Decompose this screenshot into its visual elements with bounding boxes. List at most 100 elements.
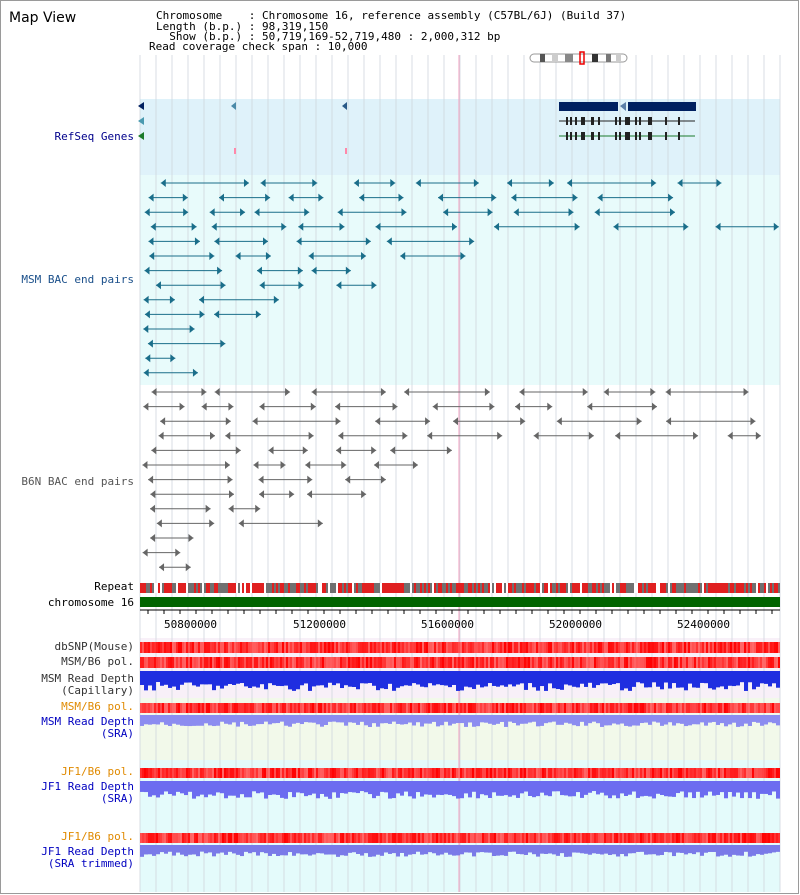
repeat-segment xyxy=(558,583,560,593)
msm-depth-sra-bar xyxy=(632,715,636,726)
jf1-b6-pol-cell xyxy=(184,768,186,778)
jf1-b6-pol-trim-label[interactable]: JF1/B6 pol. xyxy=(61,830,134,843)
dbsnp-label[interactable]: dbSNP(Mouse) xyxy=(54,640,134,653)
msm-b6-pol-sra-cell xyxy=(644,703,646,713)
jf1-depth-trim-bar xyxy=(580,845,584,854)
repeat-segment xyxy=(720,583,722,593)
msm-bac-end xyxy=(400,252,406,260)
msm-b6-pol-cell xyxy=(774,657,776,668)
msm-depth-capillary-label[interactable]: MSM Read Depth (Capillary) xyxy=(0,673,134,697)
b6n-bac-end xyxy=(188,534,194,542)
jf1-depth-trim-label[interactable]: JF1 Read Depth (SRA trimmed) xyxy=(0,846,134,870)
jf1-depth-trim-bar xyxy=(540,845,544,854)
msm-b6-pol-cell xyxy=(402,657,404,668)
jf1-depth-sra-bar xyxy=(264,781,268,799)
msm-bac-track-label[interactable]: MSM BAC end pairs xyxy=(21,273,134,286)
msm-b6-pol-sra-cell xyxy=(514,703,516,713)
refseq-exon xyxy=(650,132,652,140)
dbsnp-cell xyxy=(766,642,768,653)
b6n-bac-end xyxy=(427,431,433,440)
refseq-track-label[interactable]: RefSeq Genes xyxy=(54,130,134,143)
dbsnp-cell xyxy=(682,642,684,653)
jf1-b6-pol-cell xyxy=(338,768,340,778)
dbsnp-cell xyxy=(238,642,240,653)
dbsnp-cell xyxy=(576,642,578,653)
msm-b6-pol-cell xyxy=(522,657,524,668)
msm-b6-pol-label[interactable]: MSM/B6 pol. xyxy=(61,655,134,668)
msm-depth-sra-bar xyxy=(360,715,364,722)
jf1-b6-pol-trim-cell xyxy=(370,833,372,843)
jf1-b6-pol-cell xyxy=(536,768,538,778)
dbsnp-cell xyxy=(152,642,154,653)
msm-b6-pol-sra-cell xyxy=(366,703,368,713)
msm-b6-pol-cell xyxy=(560,657,562,668)
jf1-depth-sra-label[interactable]: JF1 Read Depth (SRA) xyxy=(0,781,134,805)
msm-depth-sra-bar xyxy=(292,715,296,724)
jf1-b6-pol-trim-cell xyxy=(168,833,170,843)
dbsnp-cell xyxy=(374,642,376,653)
msm-b6-pol-cell xyxy=(654,657,656,668)
msm-b6-pol-sra-cell xyxy=(360,703,362,713)
msm-b6-pol-cell xyxy=(142,657,144,668)
jf1-b6-pol-label[interactable]: JF1/B6 pol. xyxy=(61,765,134,778)
jf1-depth-trim-bar xyxy=(408,845,412,855)
repeat-segment xyxy=(254,583,256,593)
msm-depth-sra-bar xyxy=(376,715,380,727)
jf1-depth-sra-bar xyxy=(388,781,392,799)
msm-depth-sra-bar xyxy=(312,715,316,723)
repeat-segment xyxy=(260,583,262,593)
jf1-depth-sra-bar xyxy=(192,781,196,799)
dbsnp-cell xyxy=(156,642,158,653)
msm-depth-capillary-bar xyxy=(296,671,300,690)
jf1-b6-pol-cell xyxy=(400,768,402,778)
jf1-depth-sra-line1: JF1 Read Depth xyxy=(41,780,134,793)
msm-b6-pol-cell xyxy=(754,657,756,668)
jf1-b6-pol-trim-cell xyxy=(258,833,260,843)
msm-b6-pol-sra-cell xyxy=(714,703,716,713)
repeat-segment xyxy=(576,583,578,593)
dbsnp-cell xyxy=(172,642,174,653)
jf1-b6-pol-trim-cell xyxy=(774,833,776,843)
msm-b6-pol-cell xyxy=(426,657,428,668)
msm-b6-pol-sra-cell xyxy=(678,703,680,713)
msm-b6-pol-sra-cell xyxy=(752,703,754,713)
jf1-b6-pol-trim-cell xyxy=(158,833,160,843)
msm-b6-pol-sra-cell xyxy=(322,703,324,713)
msm-b6-pol-cell xyxy=(516,657,518,668)
msm-b6-pol-sra-label[interactable]: MSM/B6 pol. xyxy=(61,700,134,713)
msm-bac-end xyxy=(192,368,198,377)
msm-depth-sra-label[interactable]: MSM Read Depth (SRA) xyxy=(0,716,134,740)
jf1-b6-pol-trim-cell xyxy=(176,833,178,843)
jf1-b6-pol-trim-cell xyxy=(412,833,414,843)
jf1-b6-pol-trim-cell xyxy=(674,833,676,843)
msm-b6-pol-cell xyxy=(150,657,152,668)
msm-b6-pol-cell xyxy=(598,657,600,668)
refseq-gene-block xyxy=(628,102,696,111)
msm-b6-pol-cell xyxy=(532,657,534,668)
msm-b6-pol-cell xyxy=(636,657,638,668)
dbsnp-cell xyxy=(486,642,488,653)
dbsnp-cell xyxy=(606,642,608,653)
dbsnp-cell xyxy=(614,642,616,653)
repeat-segment xyxy=(246,583,248,593)
repeat-segment xyxy=(348,583,350,593)
jf1-b6-pol-trim-cell xyxy=(746,833,748,843)
msm-depth-capillary-bar xyxy=(284,671,288,686)
msm-b6-pol-sra-cell xyxy=(486,703,488,713)
msm-b6-pol-cell xyxy=(448,657,450,668)
msm-b6-pol-sra-cell xyxy=(604,703,606,713)
dbsnp-cell xyxy=(434,642,436,653)
dbsnp-cell xyxy=(352,642,354,653)
msm-depth-sra-bar xyxy=(140,715,144,726)
jf1-depth-sra-bar xyxy=(580,781,584,798)
repeat-segment xyxy=(280,583,282,593)
msm-b6-pol-cell xyxy=(388,657,390,668)
jf1-b6-pol-trim-cell xyxy=(380,833,382,843)
jf1-depth-sra-bar xyxy=(548,781,552,797)
b6n-bac-end xyxy=(255,504,261,513)
b6n-bac-track-label[interactable]: B6N BAC end pairs xyxy=(21,475,134,488)
jf1-b6-pol-cell xyxy=(254,768,256,778)
jf1-b6-pol-cell xyxy=(368,768,370,778)
msm-depth-sra-bar xyxy=(380,715,384,724)
